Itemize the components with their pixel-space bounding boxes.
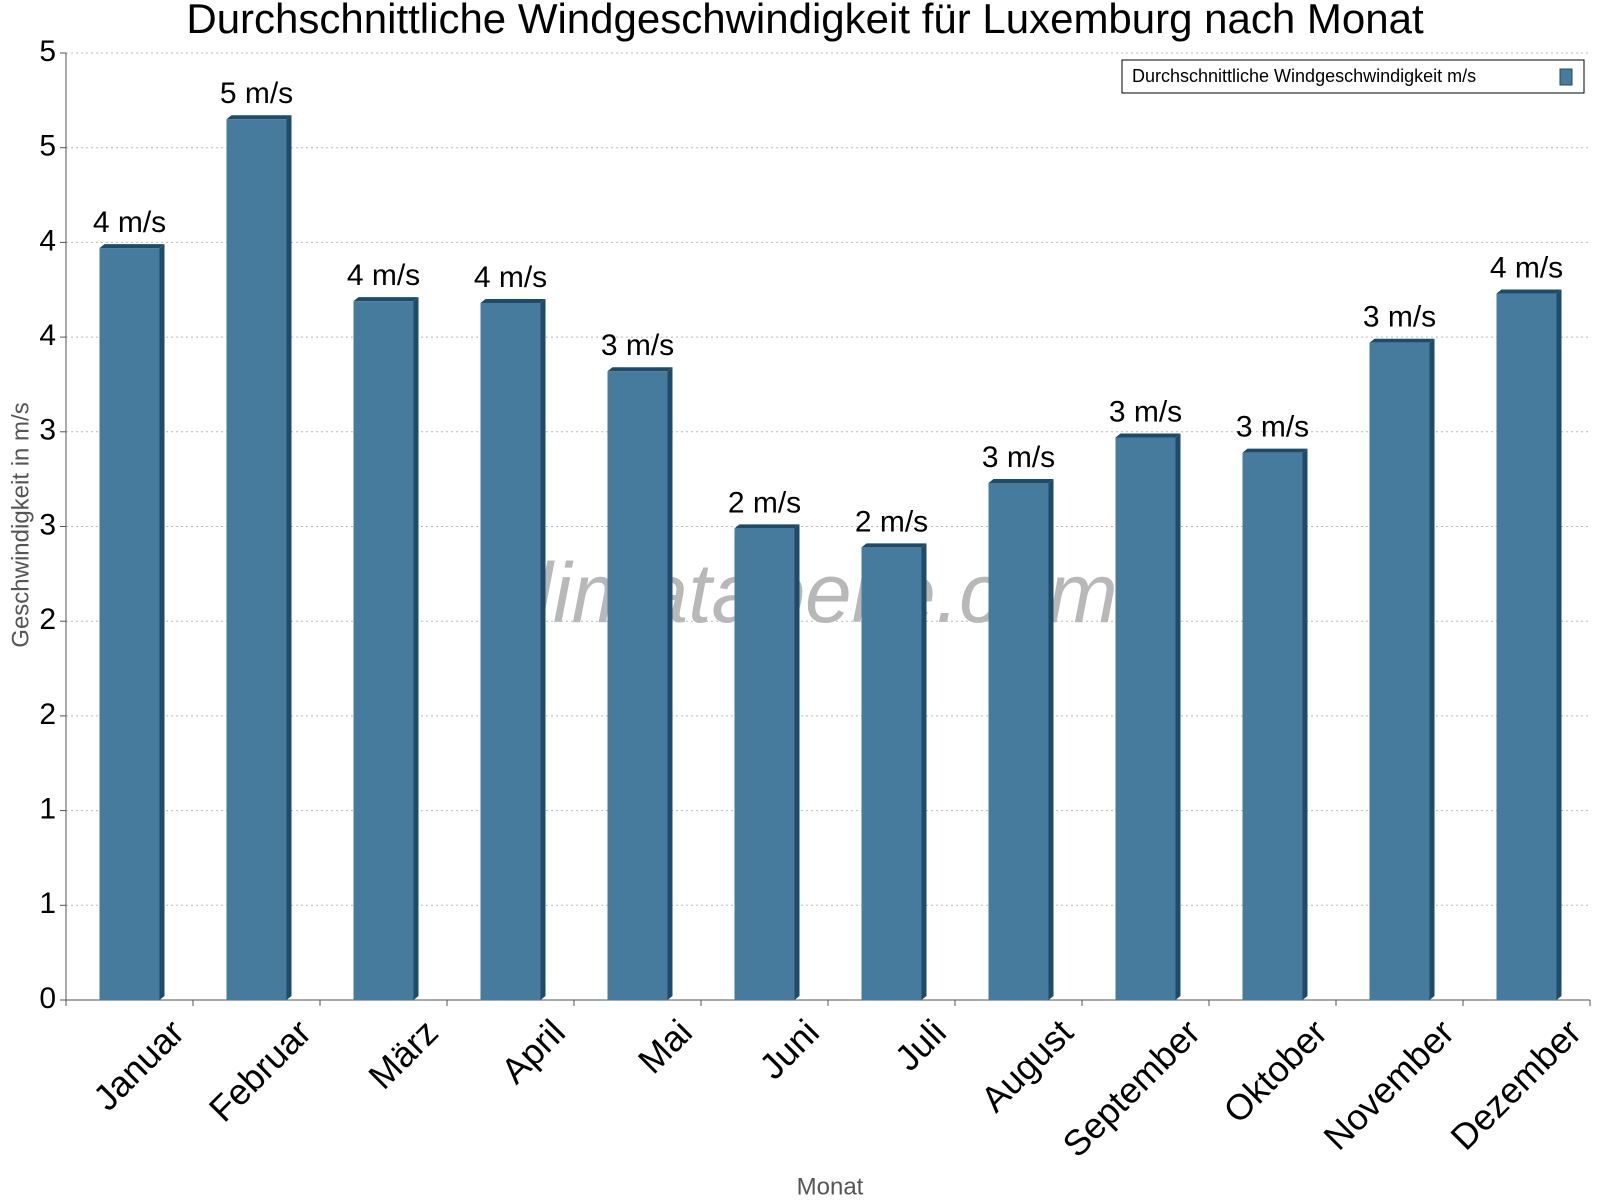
value-label: 3 m/s: [1363, 301, 1436, 334]
y-tick-label: 2: [39, 698, 56, 731]
bar-side: [159, 244, 165, 1000]
bar-top: [734, 524, 800, 529]
bar-side: [413, 297, 419, 1000]
bar: [480, 303, 541, 1000]
value-label: 3 m/s: [1236, 411, 1309, 444]
x-tick-label: März: [360, 1011, 446, 1097]
y-tick-label: 4: [39, 224, 56, 257]
bar: [226, 119, 287, 1001]
x-tick-label: Oktober: [1215, 1011, 1335, 1131]
bar: [1242, 452, 1303, 1000]
y-tick-label: 1: [39, 793, 56, 826]
y-tick-label: 0: [39, 982, 56, 1015]
bar-side: [921, 543, 927, 1000]
x-tick-label: Dezember: [1442, 1011, 1588, 1157]
legend-swatch: [1559, 68, 1573, 86]
y-tick-label: 4: [39, 319, 56, 352]
bar-side: [1556, 289, 1562, 1001]
y-tick-label: 2: [39, 603, 56, 636]
value-label: 3 m/s: [601, 329, 674, 362]
bar-top: [353, 297, 419, 302]
value-label: 3 m/s: [1109, 395, 1182, 428]
y-tick-label: 3: [39, 414, 56, 447]
bar-top: [988, 478, 1054, 483]
value-label: 3 m/s: [982, 441, 1055, 474]
bar-top: [99, 244, 165, 249]
bar-top: [1496, 289, 1562, 294]
x-tick-label: Januar: [85, 1011, 192, 1118]
x-tick-label: Juni: [751, 1011, 827, 1087]
x-axis-label: Monat: [797, 1173, 864, 1200]
value-label: 4 m/s: [93, 206, 166, 239]
value-label: 4 m/s: [474, 261, 547, 294]
bar: [734, 528, 795, 1000]
bar-top: [226, 115, 292, 120]
bar: [607, 371, 668, 1000]
legend-label: Durchschnittliche Windgeschwindigkeit m/…: [1132, 66, 1476, 86]
chart-title: Durchschnittliche Windgeschwindigkeit fü…: [186, 0, 1424, 42]
y-tick-label: 5: [39, 130, 56, 163]
x-tick-label: August: [973, 1011, 1081, 1119]
bar: [353, 301, 414, 1000]
y-tick-label: 3: [39, 508, 56, 541]
x-tick-label: April: [493, 1011, 573, 1091]
x-tick-label: Februar: [201, 1011, 319, 1129]
bar-side: [286, 115, 292, 1001]
bar-top: [1242, 448, 1308, 453]
y-tick-label: 5: [39, 35, 56, 68]
bar: [1496, 293, 1557, 1001]
bar-top: [861, 543, 927, 548]
bar: [988, 482, 1049, 1000]
bar-side: [1302, 448, 1308, 1000]
x-tick-label: November: [1315, 1011, 1461, 1157]
bar-side: [1175, 433, 1181, 1000]
bar-side: [1429, 338, 1435, 1001]
value-label: 5 m/s: [220, 77, 293, 110]
bar-side: [540, 299, 546, 1000]
bar: [861, 547, 922, 1000]
bar-side: [794, 524, 800, 1000]
y-axis-label: Geschwindigkeit in m/s: [7, 402, 34, 647]
bar-top: [1369, 338, 1435, 343]
bar-top: [1115, 433, 1181, 438]
bar-top: [480, 299, 546, 304]
value-label: 4 m/s: [1490, 251, 1563, 284]
bar: [1115, 437, 1176, 1000]
bar-side: [1048, 478, 1054, 1000]
x-tick-label: Mai: [630, 1011, 700, 1081]
value-label: 4 m/s: [347, 259, 420, 292]
legend: Durchschnittliche Windgeschwindigkeit m/…: [1121, 59, 1585, 94]
bar: [1369, 342, 1430, 1001]
x-tick-label: September: [1054, 1011, 1208, 1165]
value-label: 2 m/s: [728, 486, 801, 519]
bar-side: [667, 367, 673, 1000]
bar-top: [607, 367, 673, 372]
value-label: 2 m/s: [855, 505, 928, 538]
bar: [99, 248, 160, 1000]
legend-box: [1121, 59, 1585, 94]
y-tick-label: 1: [39, 887, 56, 920]
x-tick-label: Juli: [887, 1011, 954, 1078]
